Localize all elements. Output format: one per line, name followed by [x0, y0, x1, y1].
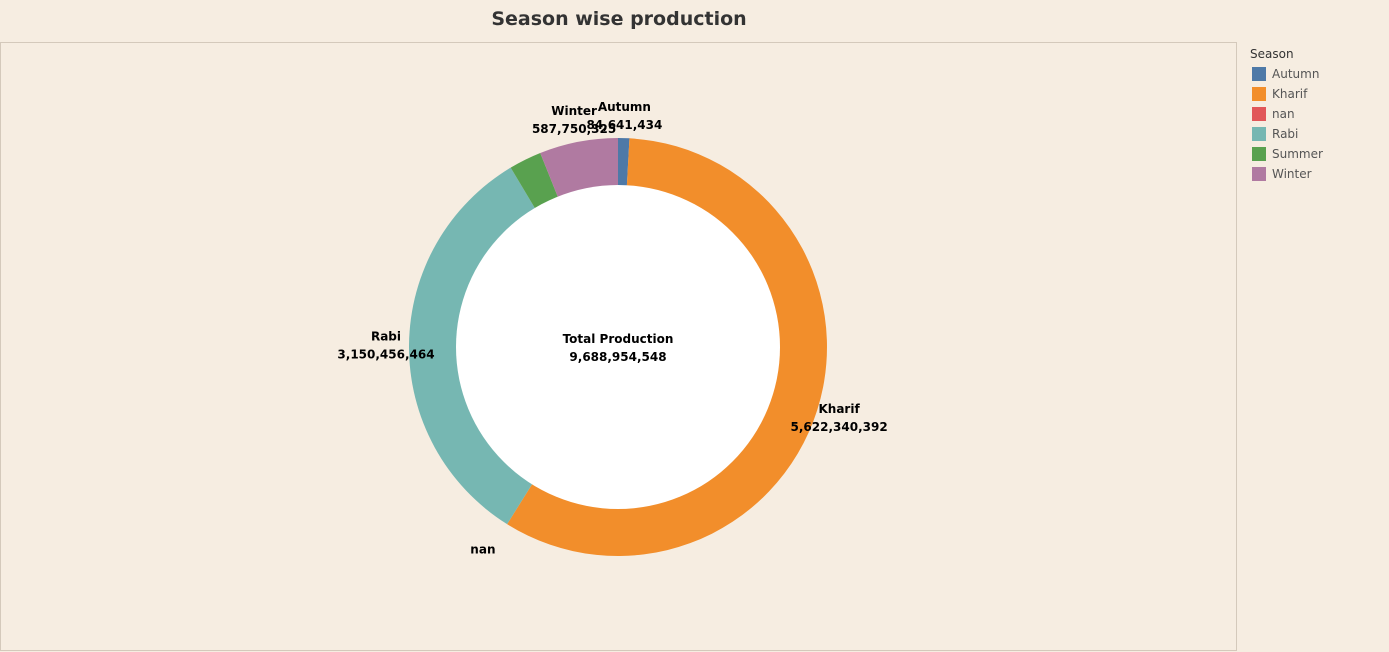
chart-title: Season wise production — [491, 8, 747, 30]
legend-swatch-kharif — [1252, 87, 1266, 101]
legend-label-nan: nan — [1272, 107, 1295, 121]
slice-value-kharif: 5,622,340,392 — [791, 420, 888, 434]
legend-swatch-autumn — [1252, 67, 1266, 81]
legend-item-autumn[interactable]: Autumn — [1250, 64, 1380, 84]
legend-label-autumn: Autumn — [1272, 67, 1320, 81]
slice-value-rabi: 3,150,456,464 — [337, 348, 434, 362]
slice-label-nan: nan — [470, 543, 495, 557]
legend: Season Autumn Kharif nan Rabi Summer Winter — [1250, 47, 1380, 184]
plot-area — [0, 42, 1237, 651]
center-label: Total Production — [563, 332, 674, 346]
legend-item-rabi[interactable]: Rabi — [1250, 124, 1380, 144]
slice-label-winter: Winter — [551, 104, 597, 118]
legend-label-kharif: Kharif — [1272, 87, 1308, 101]
legend-swatch-nan — [1252, 107, 1266, 121]
legend-label-rabi: Rabi — [1272, 127, 1299, 141]
donut-hole — [456, 185, 780, 509]
slice-value-autumn: 84,641,434 — [586, 118, 662, 132]
legend-item-kharif[interactable]: Kharif — [1250, 84, 1380, 104]
donut-chart: Autumn 84,641,434 Kharif 5,622,340,392 nan Ra… — [337, 100, 888, 557]
legend-swatch-summer — [1252, 147, 1266, 161]
legend-label-summer: Summer — [1272, 147, 1323, 161]
legend-item-winter[interactable]: Winter — [1250, 164, 1380, 184]
legend-swatch-rabi — [1252, 127, 1266, 141]
legend-swatch-winter — [1252, 167, 1266, 181]
legend-title: Season — [1250, 47, 1294, 61]
slice-label-autumn: Autumn — [598, 100, 651, 114]
center-total: 9,688,954,548 — [569, 350, 666, 364]
slice-value-winter: 587,750,325 — [532, 122, 616, 136]
slice-label-rabi: Rabi — [371, 330, 401, 344]
legend-item-summer[interactable]: Summer — [1250, 144, 1380, 164]
legend-label-winter: Winter — [1272, 167, 1312, 181]
legend-item-nan[interactable]: nan — [1250, 104, 1380, 124]
slice-label-kharif: Kharif — [818, 402, 860, 416]
